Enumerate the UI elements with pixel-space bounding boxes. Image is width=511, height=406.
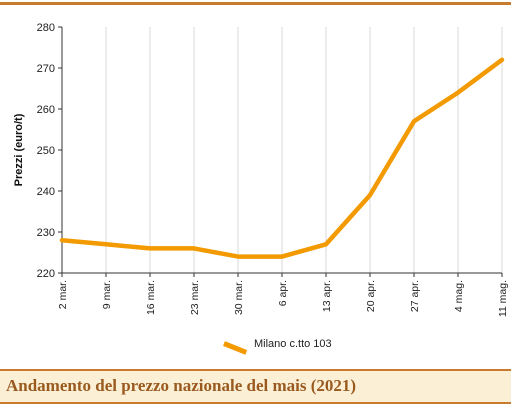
- series: [59, 57, 505, 259]
- x-tick-label: 9 mar.: [101, 280, 113, 309]
- caption-band: Andamento del prezzo nazionale del mais …: [0, 369, 511, 402]
- y-tick-label: 240: [37, 186, 55, 198]
- x-tick-label: 4 mag.: [453, 280, 465, 312]
- x-tick-labels: 2 mar. 9 mar. 16 mar. 23 mar. 30 mar. 6 apr. 1…: [57, 280, 509, 317]
- x-tick-label: 2 mar.: [57, 280, 69, 309]
- x-tick-label: 20 apr.: [365, 280, 377, 312]
- y-tick-labels: 220 230 240 250 260 270 280: [37, 22, 55, 280]
- data-point: [413, 120, 415, 122]
- data-point: [149, 247, 151, 249]
- x-tick-label: 23 mar.: [189, 280, 201, 315]
- y-tick-label: 270: [37, 63, 55, 75]
- x-tick-label: 27 apr.: [409, 280, 421, 312]
- legend-label: Milano c.tto 103: [254, 338, 332, 350]
- data-point: [61, 239, 63, 241]
- y-tick-label: 250: [37, 145, 55, 157]
- line-chart: 220 230 240 250 260 270 280 2 mar. 9 mar. 16 mar…: [13, 22, 509, 317]
- data-point: [501, 59, 503, 61]
- data-point: [281, 256, 283, 258]
- axes: [58, 26, 503, 277]
- top-rule: [0, 2, 511, 5]
- y-tick-label: 230: [37, 227, 55, 239]
- data-point: [369, 194, 371, 196]
- chart-caption: Andamento del prezzo nazionale del mais …: [6, 376, 357, 395]
- data-point: [193, 247, 195, 249]
- x-tick-label: 30 mar.: [233, 280, 245, 315]
- data-point: [105, 243, 107, 245]
- data-point: [237, 256, 239, 258]
- data-point: [457, 92, 459, 94]
- x-tick-label: 13 apr.: [321, 280, 333, 312]
- y-tick-label: 220: [37, 268, 55, 280]
- x-tick-label: 11 mag.: [497, 280, 509, 317]
- y-axis-label: Prezzi (euro/t): [13, 113, 25, 186]
- x-tick-label: 16 mar.: [145, 280, 157, 315]
- bottom-rule: [0, 402, 511, 404]
- y-tick-label: 260: [37, 104, 55, 116]
- y-tick-label: 280: [37, 22, 55, 34]
- grid: [61, 27, 503, 273]
- data-point: [325, 243, 327, 245]
- x-tick-label: 6 apr.: [277, 280, 289, 306]
